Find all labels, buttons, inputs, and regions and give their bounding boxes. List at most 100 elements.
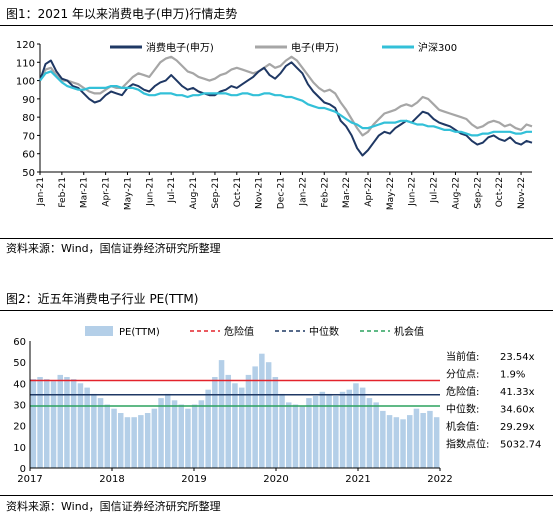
chart2-pe-bar — [138, 415, 144, 468]
figure2-source: 资料来源：Wind，国信证券经济研究所整理 — [6, 500, 221, 513]
chart1-stock-trend: 50 60 70 80 90 100 110 120 Jan-21 Feb-21 Mar-21 Apr… — [16, 40, 533, 210]
chart1-x-tick-label: Dec-21 — [277, 177, 287, 209]
pe-stat-value: 41.33x — [500, 387, 535, 398]
chart2-pe-bar — [272, 377, 279, 468]
chart2-pe-bar — [359, 387, 366, 468]
pe-stat-value: 34.60x — [500, 405, 535, 416]
chart1-x-tick-label: Aug-21 — [189, 177, 199, 209]
chart1-legend-label: 消费电子(申万) — [146, 41, 214, 54]
chart2-pe-bar — [420, 413, 426, 468]
pe-stat-value: 29.29x — [500, 422, 535, 433]
chart2-pe-bar — [333, 396, 339, 468]
chart2-pe-bar — [413, 408, 420, 468]
figure2-top-rule — [0, 310, 553, 311]
chart1-x-tick-label: Feb-22 — [320, 177, 330, 208]
chart2-pe-bar — [165, 393, 171, 468]
chart2-pe-bar — [70, 379, 77, 468]
pe-stat-label: 分位点: — [446, 368, 479, 381]
chart2-y-tick-label: 50 — [13, 358, 26, 369]
chart2-y-tick-label: 30 — [13, 401, 26, 412]
chart2-pe-bar — [118, 413, 124, 468]
chart1-x-tick-label: Oct-22 — [495, 177, 505, 207]
chart2-pe-bar — [97, 398, 104, 468]
chart2-pe-bar — [185, 408, 191, 468]
chart2-pe-bar — [144, 413, 151, 468]
chart1-y-tick-label: 100 — [16, 77, 35, 88]
chart2-pe-bar — [111, 408, 117, 468]
chart1-x-tick-label: Jan-22 — [298, 177, 308, 207]
chart2-legend-label: 中位数 — [309, 325, 339, 338]
chart1-y-tick-label: 60 — [22, 150, 35, 161]
chart2-pe-bar — [433, 417, 440, 468]
pe-stat-value: 5032.74 — [500, 440, 541, 451]
chart1-x-tick-label: Apr-22 — [364, 177, 374, 207]
chart2-pe-bar — [292, 404, 299, 468]
chart2-pe-bar — [218, 360, 225, 468]
chart1-x-tick-label: Nov-22 — [517, 177, 527, 209]
pe-stat-label: 危险值: — [446, 385, 479, 398]
chart2-pe-bar — [353, 383, 359, 468]
chart2-pe-bar — [37, 377, 43, 468]
chart1-x-tick-label: Feb-21 — [58, 177, 68, 208]
chart2-y-tick-label: 10 — [13, 443, 26, 454]
chart1-x-tick-label: Nov-21 — [255, 177, 265, 209]
chart2-x-tick-label: 2017 — [17, 474, 42, 485]
figure1-title: 图1：2021 年以来消费电子(申万)行情走势 — [6, 7, 238, 21]
chart1-x-tick-label: Jan-21 — [36, 177, 46, 207]
chart2-pe-ttm: 0 10 20 30 40 50 60 2017 2018 2019 2020 2021 2022 PE(… — [13, 325, 541, 485]
chart1-y-tick-label: 90 — [22, 95, 35, 106]
chart1-y-tick-label: 70 — [22, 131, 35, 142]
chart2-legend-label: 机会值 — [394, 325, 424, 338]
chart2-pe-bar — [124, 417, 131, 468]
chart2-x-tick-label: 2022 — [427, 474, 452, 485]
pe-stat-label: 指数点位: — [446, 438, 489, 451]
chart2-pe-bar — [239, 387, 245, 468]
figure2-bottom-rule — [0, 495, 553, 496]
chart2-pe-bar — [57, 374, 63, 468]
chart2-pe-bar — [306, 398, 312, 468]
chart2-pe-bar — [326, 393, 332, 468]
chart2-pe-bar — [171, 400, 178, 468]
chart1-x-tick-label: Mar-21 — [80, 177, 90, 208]
chart1-y-tick-label: 50 — [22, 168, 35, 179]
chart1-x-tick-label: Jun-22 — [408, 177, 418, 207]
chart1-legend-label: 沪深300 — [418, 41, 457, 54]
chart2-pe-bar — [91, 393, 97, 468]
chart2-pe-bar — [286, 402, 292, 468]
pe-stat-label: 机会值: — [446, 420, 479, 433]
chart2-pe-bar — [279, 393, 285, 468]
chart2-x-tick-label: 2021 — [345, 474, 370, 485]
chart1-x-tick-label: Aug-22 — [451, 177, 461, 209]
chart2-pe-bar — [312, 396, 319, 468]
chart1-x-tick-label: Oct-21 — [233, 177, 243, 207]
pe-stat-value: 23.54x — [500, 352, 535, 363]
chart2-legend-label: PE(TTM) — [119, 327, 160, 338]
chart2-pe-bar — [427, 410, 433, 468]
chart2-pe-bar — [366, 398, 373, 468]
chart1-y-tick-label: 110 — [16, 58, 35, 69]
chart1-legend-label: 电子(申万) — [291, 41, 339, 54]
chart1-x-tick-label: Sep-22 — [473, 177, 483, 209]
chart2-legend-swatch — [85, 326, 113, 336]
chart2-pe-bar — [104, 404, 110, 468]
chart2-pe-bar — [64, 377, 70, 468]
chart2-pe-bar — [299, 406, 305, 468]
chart1-y-tick-label: 120 — [16, 40, 35, 51]
chart1-x-tick-label: May-21 — [123, 177, 133, 210]
chart2-x-tick-label: 2019 — [181, 474, 206, 485]
chart1-x-tick-label: Mar-22 — [342, 177, 352, 208]
chart2-pe-bar — [198, 400, 205, 468]
chart2-pe-bar — [178, 404, 184, 468]
chart1-x-tick-label: Jul-22 — [430, 177, 440, 204]
chart2-pe-bar — [131, 417, 137, 468]
pe-stat-label: 当前值: — [446, 350, 479, 363]
chart2-x-tick-label: 2018 — [99, 474, 124, 485]
chart1-x-tick-label: Apr-21 — [102, 177, 112, 207]
chart2-pe-bar — [84, 387, 90, 468]
chart2-y-tick-label: 0 — [20, 464, 26, 475]
chart1-x-tick-label: Jun-21 — [145, 177, 155, 207]
chart2-pe-bar — [158, 398, 164, 468]
figure1-source: 资料来源：Wind，国信证券经济研究所整理 — [6, 242, 221, 255]
chart1-series-line-2 — [39, 70, 532, 137]
